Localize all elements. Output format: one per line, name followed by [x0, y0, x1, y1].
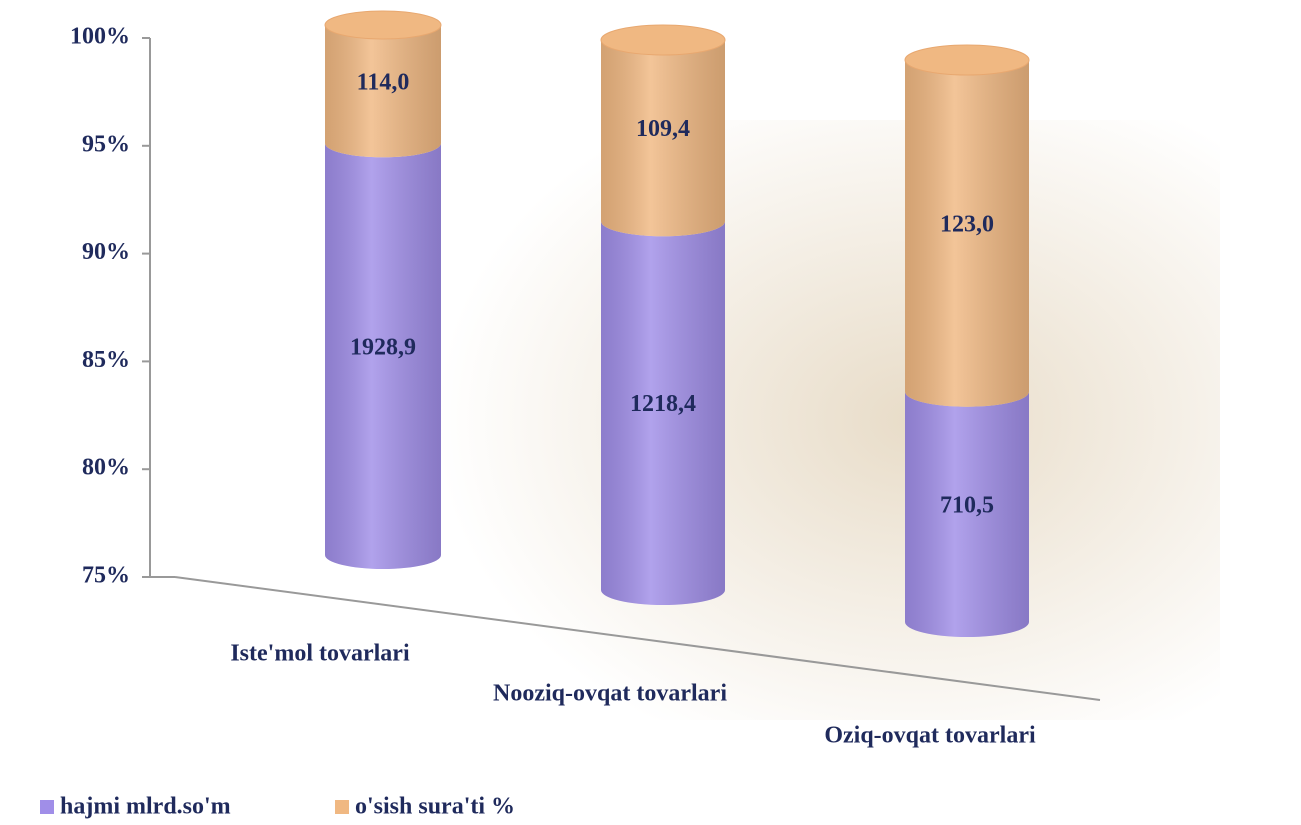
- legend-swatch: [40, 800, 54, 814]
- legend-label: hajmi mlrd.so'm: [60, 794, 231, 820]
- y-tick-label: 75%: [82, 563, 130, 589]
- background-photo: [420, 120, 1220, 720]
- cylinder-cap: [601, 25, 725, 55]
- legend-swatch: [335, 800, 349, 814]
- y-tick-label: 90%: [82, 239, 130, 265]
- legend-label: o'sish sura'ti %: [355, 794, 515, 820]
- y-tick-label: 85%: [82, 347, 130, 373]
- data-label: 1218,4: [630, 391, 696, 417]
- chart: 75% 80% 85% 90% 95% 100% 1928,9 114,0 Iste'mol t…: [0, 0, 1301, 825]
- x-tick-label: Iste'mol tovarlari: [230, 641, 410, 667]
- data-label: 710,5: [940, 492, 994, 518]
- cylinder-cap: [905, 45, 1029, 75]
- data-label: 109,4: [636, 116, 690, 142]
- data-label: 123,0: [940, 211, 994, 237]
- cylinder-cap: [325, 11, 441, 39]
- y-tick-label: 100%: [70, 24, 130, 50]
- y-tick-label: 95%: [82, 131, 130, 157]
- x-tick-label: Nooziq-ovqat tovarlari: [493, 681, 727, 707]
- y-tick-label: 80%: [82, 455, 130, 481]
- data-label: 1928,9: [350, 335, 416, 361]
- data-label: 114,0: [357, 70, 410, 96]
- x-tick-label: Oziq-ovqat tovarlari: [824, 723, 1036, 749]
